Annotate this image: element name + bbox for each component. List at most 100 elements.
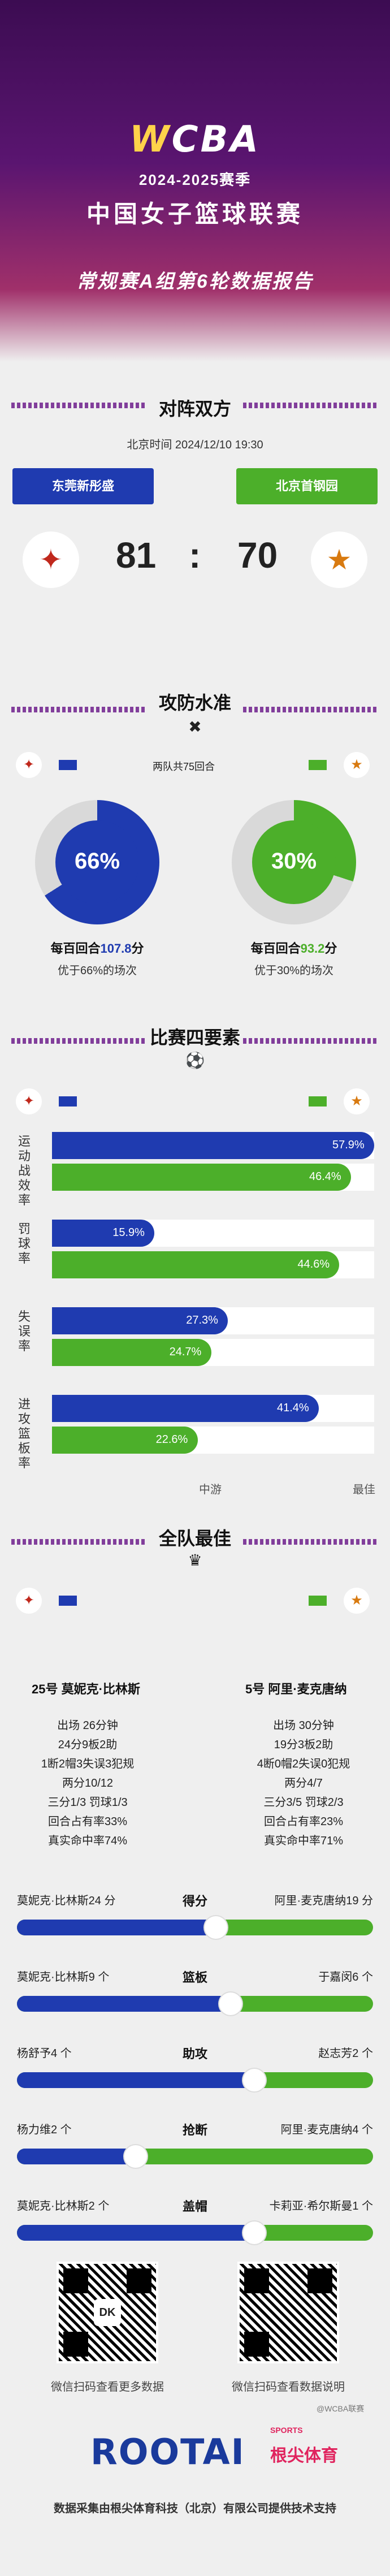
stat-line: 两分10/12 [62,1777,114,1790]
player-dribble-icon: ⚽ [185,1052,205,1069]
leader-share-bar [17,2225,373,2241]
leader-category: 助攻 [182,2047,207,2061]
score-separator: : [189,535,201,576]
leader-category: 得分 [182,1894,207,1908]
qr-code-more-data[interactable]: DK [57,2262,158,2363]
team-b-efficiency-sub: 优于30%的场次 [254,965,334,977]
qr-right-caption: 微信扫码查看数据说明 [232,2381,345,2393]
eagle-logo-icon: ★ [344,752,370,778]
factor-value-team-b: 46.4% [309,1170,341,1183]
stat-line: 三分1/3 罚球1/3 [47,1796,128,1809]
team-b-name[interactable]: 北京首钢园 [236,468,378,504]
leader-share-bar [17,2072,373,2088]
leader-team-b: 阿里·麦克唐纳4 个 [280,2124,373,2136]
leader-share-fill [17,2149,136,2164]
leader-team-b: 于嘉闵6 个 [318,1971,373,1983]
team-b-efficiency-ring: 30% [232,800,356,924]
team-b-player-stats: 出场 30分钟 19分3板2助 4断0帽2失误0犯规 两分4/7 三分3/5 罚… [233,1716,374,1851]
phoenix-logo-icon: ✦ [16,1088,42,1114]
team-a-efficiency-pct: 66% [74,849,120,874]
leader-share-knob [243,2221,266,2244]
leader-share-bar [17,1920,373,1935]
stat-line: 4断0帽2失误0犯规 [257,1758,350,1770]
factor-value-team-b: 22.6% [155,1433,188,1446]
stat-line: 出场 30分钟 [273,1719,334,1732]
watermark: @WCBA联赛 [317,2404,365,2413]
stat-line: 19分3板2助 [274,1739,333,1751]
qr-left-caption: 微信扫码查看更多数据 [51,2381,164,2393]
shield-crossed-icon: ✖ [188,718,202,736]
report-title: 常规赛A组第6轮数据报告 [76,271,314,292]
stat-line: 真实命中率74% [47,1835,128,1847]
factor-label: 进攻篮板率 [18,1397,31,1470]
leader-team-a: 莫妮克·比林斯24 分 [17,1895,116,1907]
team-b-points-per-100: 每百回合93.2分 [250,941,337,956]
factor-label: 罚球率 [18,1222,31,1265]
team-b-color-flag [309,1596,327,1606]
stat-line: 24分9板2助 [58,1739,118,1751]
credit-line: 数据采集由根尖体育科技（北京）有限公司提供技术支持 [54,2502,336,2515]
eagle-logo-icon: ★ [311,531,367,588]
team-a-color-flag [59,1096,77,1107]
season-label: 2024-2025赛季 [138,171,252,188]
team-a-color-flag [59,1596,77,1606]
leader-team-a: 莫妮克·比林斯2 个 [17,2200,110,2212]
leader-category: 篮板 [182,1970,207,1985]
phoenix-logo-icon: ✦ [23,531,79,588]
leader-share-knob [204,1916,227,1939]
leader-share-fill [17,1920,216,1935]
qr-center-logo: DK [94,2299,121,2326]
team-a-color-flag [59,760,77,770]
possessions-note: 两队共75回合 [153,761,215,772]
efficiency-title: 攻防水准 [158,693,231,713]
factor-label: 失误率 [18,1309,31,1353]
scale-best-label: 最佳 [353,1484,375,1496]
stat-line: 三分3/5 罚球2/3 [263,1796,344,1809]
league-title: 中国女子篮球联赛 [86,201,304,227]
trophy-icon: ♛ [188,1551,202,1569]
brand-sports-label: SPORTS [270,2426,303,2435]
stat-line: 真实命中率71% [263,1835,344,1847]
leader-share-bar [17,2149,373,2164]
factor-value-team-a: 57.9% [332,1139,365,1151]
leader-share-knob [243,2069,266,2091]
brand-logo: ROOTAI [90,2431,245,2473]
leader-share-knob [124,2145,147,2168]
team-a-best-player: 25号 莫妮克·比林斯 [32,1682,140,1696]
qr-code-data-help[interactable] [237,2262,339,2363]
leader-team-a: 杨力维2 个 [17,2124,72,2136]
match-time: 北京时间 2024/12/10 19:30 [127,439,263,451]
factor-bar-team-b [52,1427,198,1454]
leader-category: 抢断 [182,2123,207,2137]
team-a-efficiency-sub: 优于66%的场次 [57,965,137,977]
leader-team-b: 卡莉亚·希尔斯曼1 个 [269,2200,373,2212]
leader-share-knob [219,1992,242,2015]
score-team-b: 70 [237,535,278,576]
hero-banner: WCBA 2024-2025赛季 中国女子篮球联赛 常规赛A组第6轮数据报告 [0,0,390,362]
divider-left [11,403,147,408]
phoenix-logo-icon: ✦ [16,752,42,778]
factor-value-team-b: 44.6% [297,1258,330,1270]
stat-line: 1断2帽3失误3犯规 [41,1758,135,1770]
leader-team-a: 杨舒予4 个 [17,2047,72,2060]
score-team-a: 81 [116,535,157,576]
scale-mid-label: 中游 [199,1484,222,1496]
factor-value-team-a: 27.3% [186,1314,218,1326]
divider-right [243,707,379,712]
leader-share-fill [17,2225,254,2241]
factor-value-team-a: 41.4% [276,1402,309,1414]
leader-category: 盖帽 [182,2199,207,2214]
stat-line: 出场 26分钟 [57,1719,118,1732]
factor-bar-team-b [52,1164,351,1191]
four-factors-title: 比赛四要素 [149,1027,240,1048]
phoenix-logo-icon: ✦ [16,1588,42,1614]
leader-team-b: 赵志芳2 个 [318,2047,373,2060]
divider-right [243,403,379,408]
team-a-name[interactable]: 东莞新彤盛 [12,468,154,504]
factor-bar-team-a [52,1132,374,1159]
brand-chinese-name: 根尖体育 [270,2447,338,2465]
best-players-title: 全队最佳 [158,1528,231,1549]
team-a-efficiency-ring: 66% [35,800,159,924]
divider-left [11,1539,147,1545]
